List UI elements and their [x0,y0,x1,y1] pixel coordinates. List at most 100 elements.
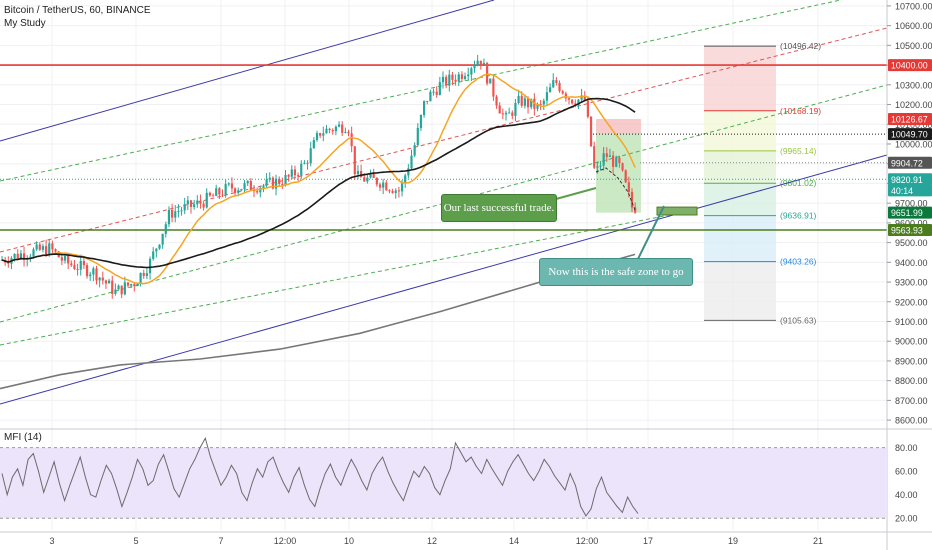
candle-body [344,131,347,133]
y-tick-label: 8700.00 [895,396,928,406]
candle-body [120,285,123,295]
y-tick-label: 10200.00 [895,100,932,110]
candle-body [7,262,10,264]
candle-body [624,170,627,183]
price-label: 9820.91 [891,175,923,185]
candle-body [186,200,189,205]
candle-body [441,76,445,83]
fib-level-label: (10168.19) [780,106,821,116]
candle-body [552,80,555,88]
fib-band [704,183,776,216]
candle-body [98,277,101,281]
candle-body [372,173,375,178]
candle-body [539,103,542,105]
y-tick-label: 9000.00 [895,337,928,347]
candle-body [54,249,57,252]
candle-body [246,180,249,184]
candle-body [545,92,549,101]
candle-body [221,194,224,196]
candle-body [104,280,108,284]
candle-body [161,233,164,245]
ma-orange-line [1,73,636,285]
candle-body [397,190,400,192]
candle-body [530,98,533,108]
candle-body [123,282,126,295]
fib-level-label: (9403.26) [780,257,817,267]
candle-body [148,258,152,274]
candle-body [356,171,360,175]
candle-body [426,100,429,102]
candle-body [278,178,281,185]
candle-body [479,60,482,65]
y-tick-label: 9500.00 [895,238,928,248]
callout-successful-trade-text: Our last successful trade. [443,202,555,214]
x-tick-label: 12:00 [576,536,599,546]
candle-body [92,268,95,275]
candle-body [224,184,227,196]
fib-level-label: (9965.14) [780,146,817,156]
candle-body [347,131,350,134]
candle-body [577,99,580,105]
candle-body [114,289,117,294]
candle-body [281,184,284,186]
candle-body [29,256,32,259]
candle-body [22,253,26,260]
price-label-bg [888,206,932,219]
candle-body [271,177,274,189]
candle-body [249,180,252,191]
candle-body [82,261,85,266]
trade-stop-zone [596,118,641,135]
x-tick-label: 10 [344,536,354,546]
candle-body [227,183,230,185]
price-label: 10400.00 [891,61,928,71]
candle-body [508,112,511,114]
candle-body [319,133,322,136]
candle-body [337,124,341,127]
candle-body [514,103,517,116]
fib-band [704,110,776,151]
candle-body [498,105,501,114]
channel-green-dashed-lower [0,210,691,346]
candle-body [520,95,523,106]
mfi-tick-label: 60.00 [895,467,918,477]
candle-body [63,256,67,261]
candle-body [445,76,448,86]
candle-body [268,177,271,180]
candle-body [164,224,167,234]
candle-body [504,112,508,115]
candle-body [101,277,104,281]
candle-body [388,190,391,192]
x-tick-label: 7 [218,536,223,546]
candle-body [482,63,486,65]
candle-body [300,163,303,176]
candle-body [85,265,89,277]
candle-body [400,182,404,192]
x-tick-label: 19 [728,536,738,546]
price-label-bg [888,59,932,72]
candle-body [410,155,413,169]
candle-body [467,74,470,77]
candle-body [325,128,328,134]
candle-body [602,153,605,166]
y-tick-label: 9300.00 [895,278,928,288]
candle-body [448,74,451,86]
price-label-bg [888,156,932,169]
channel-upper-line [0,0,495,142]
candle-body [385,182,388,191]
study-name: My Study [4,18,46,29]
x-tick-label: 3 [49,536,54,546]
candle-body [416,127,419,146]
mfi-label: MFI (14) [4,432,42,443]
fib-band [704,150,776,184]
fib-band [704,46,776,111]
candle-body [457,74,460,82]
y-tick-label: 10600.00 [895,21,932,31]
candle-body [243,183,246,190]
candle-body [259,187,262,193]
candle-body [230,183,234,189]
callout-safe-zone: Now this is the safe zone to go long. [539,258,693,304]
candle-body [155,248,158,252]
candle-body [95,268,98,281]
